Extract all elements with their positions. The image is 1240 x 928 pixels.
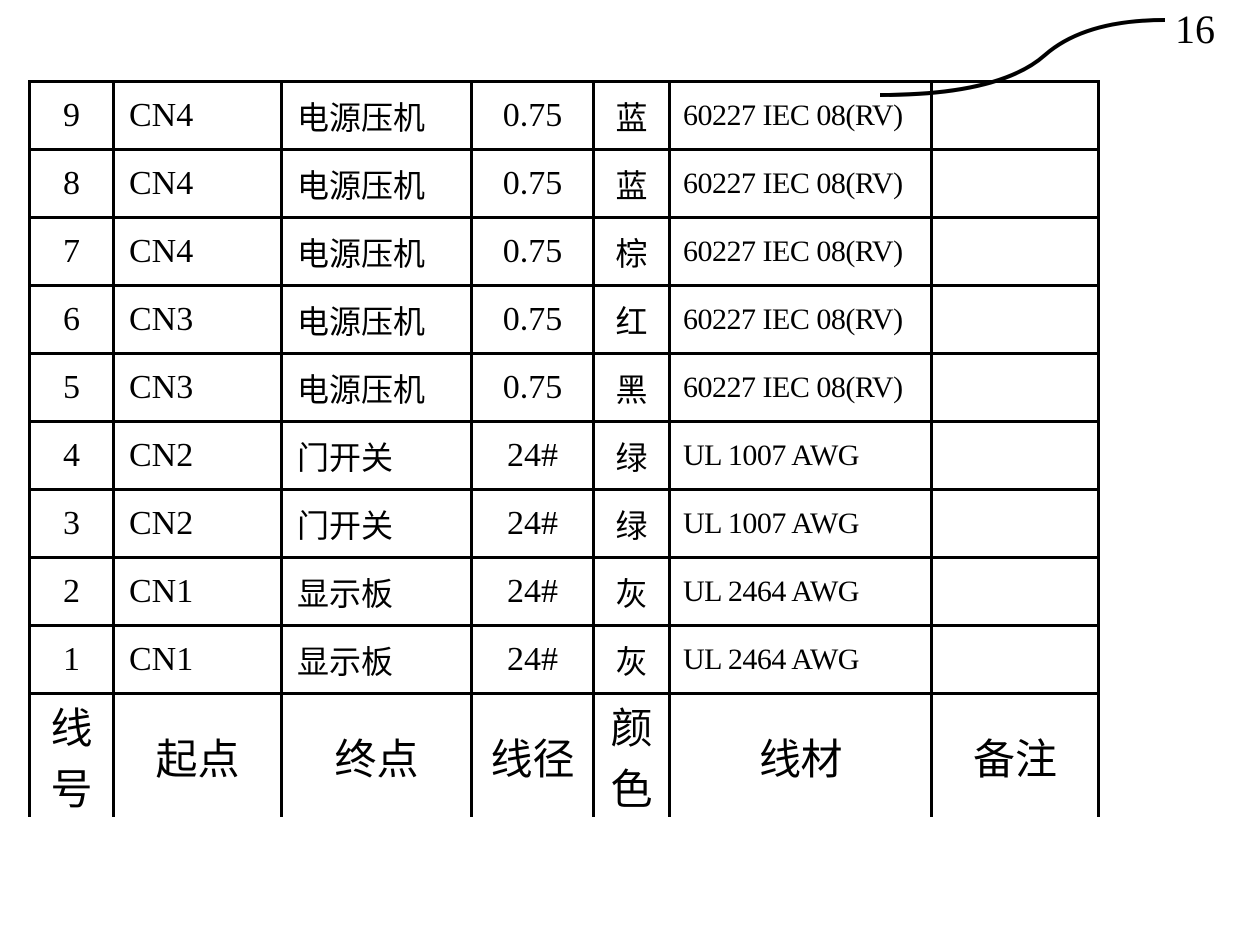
cell-color: 蓝 [594, 150, 670, 218]
cell-gauge: 0.75 [472, 82, 594, 150]
cell-remark [932, 218, 1099, 286]
cell-start: CN3 [114, 286, 282, 354]
header-remark: 备注 [932, 694, 1099, 818]
cell-gauge: 24# [472, 626, 594, 694]
cell-material: UL 1007 AWG [670, 490, 932, 558]
cell-start: CN3 [114, 354, 282, 422]
cell-wire-no: 6 [30, 286, 114, 354]
cell-start: CN4 [114, 150, 282, 218]
table-row: 1 CN1 显示板 24# 灰 UL 2464 AWG [30, 626, 1099, 694]
table-row: 7 CN4 电源压机 0.75 棕 60227 IEC 08(RV) [30, 218, 1099, 286]
cell-end: 显示板 [282, 626, 472, 694]
cell-color: 黑 [594, 354, 670, 422]
cell-remark [932, 626, 1099, 694]
header-gauge: 线径 [472, 694, 594, 818]
cell-start: CN1 [114, 626, 282, 694]
cell-wire-no: 5 [30, 354, 114, 422]
cell-material: UL 2464 AWG [670, 558, 932, 626]
cell-end: 门开关 [282, 490, 472, 558]
cell-gauge: 0.75 [472, 150, 594, 218]
cell-remark [932, 422, 1099, 490]
cell-material: UL 1007 AWG [670, 422, 932, 490]
cell-end: 电源压机 [282, 150, 472, 218]
cell-gauge: 0.75 [472, 286, 594, 354]
cell-wire-no: 9 [30, 82, 114, 150]
table-header-row: 线号 起点 终点 线径 颜色 线材 备注 [30, 694, 1099, 818]
cell-color: 灰 [594, 626, 670, 694]
cell-color: 绿 [594, 490, 670, 558]
header-color: 颜色 [594, 694, 670, 818]
cell-end: 电源压机 [282, 218, 472, 286]
cell-color: 灰 [594, 558, 670, 626]
cell-gauge: 0.75 [472, 218, 594, 286]
cell-end: 显示板 [282, 558, 472, 626]
cell-material: 60227 IEC 08(RV) [670, 150, 932, 218]
cell-end: 电源压机 [282, 354, 472, 422]
header-start: 起点 [114, 694, 282, 818]
cell-start: CN4 [114, 82, 282, 150]
cell-remark [932, 490, 1099, 558]
cell-end: 电源压机 [282, 82, 472, 150]
table-row: 6 CN3 电源压机 0.75 红 60227 IEC 08(RV) [30, 286, 1099, 354]
table-row: 8 CN4 电源压机 0.75 蓝 60227 IEC 08(RV) [30, 150, 1099, 218]
cell-remark [932, 354, 1099, 422]
table-row: 4 CN2 门开关 24# 绿 UL 1007 AWG [30, 422, 1099, 490]
cell-color: 蓝 [594, 82, 670, 150]
table-row: 3 CN2 门开关 24# 绿 UL 1007 AWG [30, 490, 1099, 558]
cell-start: CN2 [114, 490, 282, 558]
figure-label: 16 [1175, 6, 1215, 53]
cell-remark [932, 286, 1099, 354]
cell-gauge: 24# [472, 558, 594, 626]
cell-gauge: 0.75 [472, 354, 594, 422]
cell-remark [932, 150, 1099, 218]
table-row: 5 CN3 电源压机 0.75 黑 60227 IEC 08(RV) [30, 354, 1099, 422]
cell-start: CN2 [114, 422, 282, 490]
cell-material: 60227 IEC 08(RV) [670, 218, 932, 286]
wiring-table: 9 CN4 电源压机 0.75 蓝 60227 IEC 08(RV) 8 CN4… [28, 80, 1100, 817]
header-material: 线材 [670, 694, 932, 818]
table-row: 9 CN4 电源压机 0.75 蓝 60227 IEC 08(RV) [30, 82, 1099, 150]
cell-gauge: 24# [472, 422, 594, 490]
table-body: 9 CN4 电源压机 0.75 蓝 60227 IEC 08(RV) 8 CN4… [30, 82, 1099, 818]
cell-wire-no: 7 [30, 218, 114, 286]
cell-wire-no: 4 [30, 422, 114, 490]
cell-color: 绿 [594, 422, 670, 490]
cell-remark [932, 558, 1099, 626]
cell-remark [932, 82, 1099, 150]
cell-wire-no: 2 [30, 558, 114, 626]
cell-end: 门开关 [282, 422, 472, 490]
cell-color: 红 [594, 286, 670, 354]
table-row: 2 CN1 显示板 24# 灰 UL 2464 AWG [30, 558, 1099, 626]
cell-color: 棕 [594, 218, 670, 286]
header-end: 终点 [282, 694, 472, 818]
cell-end: 电源压机 [282, 286, 472, 354]
wiring-table-container: 9 CN4 电源压机 0.75 蓝 60227 IEC 08(RV) 8 CN4… [28, 80, 1100, 817]
cell-wire-no: 8 [30, 150, 114, 218]
cell-start: CN1 [114, 558, 282, 626]
cell-wire-no: 1 [30, 626, 114, 694]
cell-wire-no: 3 [30, 490, 114, 558]
cell-material: 60227 IEC 08(RV) [670, 286, 932, 354]
cell-gauge: 24# [472, 490, 594, 558]
cell-material: 60227 IEC 08(RV) [670, 354, 932, 422]
cell-material: 60227 IEC 08(RV) [670, 82, 932, 150]
cell-material: UL 2464 AWG [670, 626, 932, 694]
header-wire-no: 线号 [30, 694, 114, 818]
cell-start: CN4 [114, 218, 282, 286]
